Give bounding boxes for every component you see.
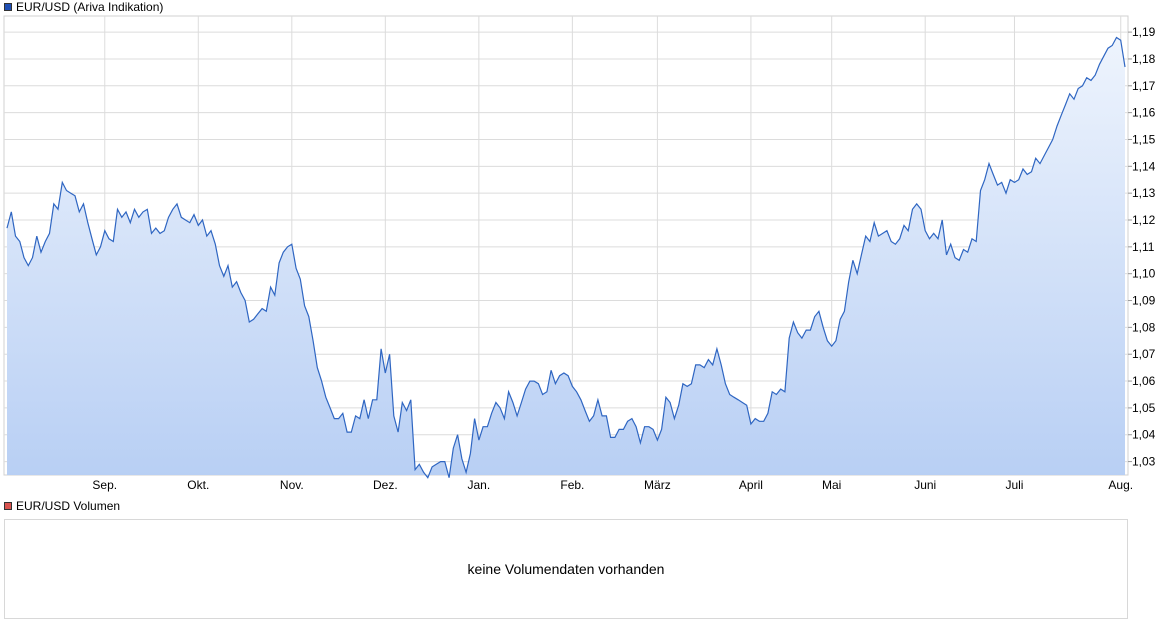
y-tick-label: 1,07 bbox=[1132, 347, 1156, 361]
y-tick-label: 1,15 bbox=[1132, 132, 1156, 146]
price-chart: 1,03 1,04 1,05 1,06 1,07 1,08 1,09 1,10 1,11 1,12… bbox=[3, 15, 1156, 492]
x-tick-label: Feb. bbox=[560, 478, 584, 492]
x-tick-label: Nov. bbox=[280, 478, 304, 492]
volume-panel: keine Volumendaten vorhanden bbox=[4, 519, 1128, 619]
x-tick-label: Mai bbox=[822, 478, 841, 492]
y-tick-label: 1,13 bbox=[1132, 186, 1156, 200]
y-tick-label: 1,04 bbox=[1132, 428, 1156, 442]
x-axis: Sep. Okt. Nov. Dez. Jan. Feb. März April Mai Juni… bbox=[92, 478, 1133, 492]
x-tick-label: Okt. bbox=[187, 478, 209, 492]
price-area bbox=[7, 37, 1125, 478]
y-tick-label: 1,09 bbox=[1132, 294, 1156, 308]
x-tick-label: April bbox=[739, 478, 763, 492]
volume-legend: EUR/USD Volumen bbox=[4, 499, 120, 513]
x-tick-label: Dez. bbox=[373, 478, 398, 492]
y-tick-label: 1,16 bbox=[1132, 106, 1156, 120]
x-tick-label: Jan. bbox=[468, 478, 491, 492]
y-tick-label: 1,12 bbox=[1132, 213, 1156, 227]
y-axis: 1,03 1,04 1,05 1,06 1,07 1,08 1,09 1,10 1,11 1,12… bbox=[1128, 25, 1156, 469]
y-tick-label: 1,08 bbox=[1132, 320, 1156, 334]
y-tick-label: 1,14 bbox=[1132, 159, 1156, 173]
y-tick-label: 1,06 bbox=[1132, 374, 1156, 388]
x-tick-label: Juni bbox=[914, 478, 936, 492]
x-tick-label: Sep. bbox=[92, 478, 117, 492]
price-legend-swatch bbox=[4, 3, 12, 11]
y-tick-label: 1,18 bbox=[1132, 52, 1156, 66]
x-tick-label: Juli bbox=[1005, 478, 1023, 492]
y-tick-label: 1,17 bbox=[1132, 79, 1156, 93]
volume-legend-swatch bbox=[4, 502, 12, 510]
x-tick-label: März bbox=[644, 478, 671, 492]
y-tick-label: 1,11 bbox=[1132, 240, 1155, 254]
price-line bbox=[6, 36, 1126, 479]
volume-empty-message: keine Volumendaten vorhanden bbox=[467, 561, 665, 577]
price-legend: EUR/USD (Ariva Indikation) bbox=[4, 0, 163, 14]
y-tick-label: 1,19 bbox=[1132, 25, 1156, 39]
y-tick-label: 1,05 bbox=[1132, 401, 1156, 415]
x-tick-label: Aug. bbox=[1108, 478, 1133, 492]
y-tick-label: 1,03 bbox=[1132, 455, 1156, 469]
y-tick-label: 1,10 bbox=[1132, 267, 1156, 281]
volume-legend-label: EUR/USD Volumen bbox=[16, 499, 121, 513]
price-legend-label: EUR/USD (Ariva Indikation) bbox=[16, 0, 164, 14]
